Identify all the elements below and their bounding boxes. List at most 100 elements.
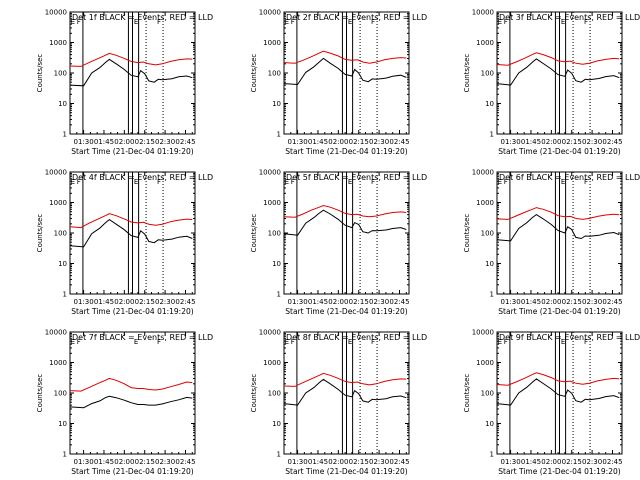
y-tick-label: 10 [58, 260, 67, 268]
x-tick-label: 02:45 [389, 458, 409, 466]
x-axis-label: Start Time (21-Dec-04 01:19:20) [71, 467, 193, 476]
lld-series-line [69, 213, 193, 229]
marker-label: F [77, 18, 81, 26]
marker-label: E [348, 18, 352, 26]
y-tick-label: 100 [268, 230, 281, 238]
x-tick-label: 02:15 [135, 458, 155, 466]
panel-title: Det 3f BLACK = Events, RED = LLD [499, 13, 640, 22]
marker-label: F [291, 18, 295, 26]
panel-title: Det 1f BLACK = Events, RED = LLD [72, 13, 213, 22]
y-tick-label: 1 [277, 451, 281, 459]
events-series-line [69, 58, 193, 87]
y-tick-label: 100 [54, 230, 67, 238]
events-series-line [283, 378, 407, 406]
y-tick-label: 1 [277, 131, 281, 139]
x-tick-label: 01:45 [521, 298, 541, 306]
y-tick-label: 1000 [476, 359, 494, 367]
y-axis-label: Counts/sec [36, 374, 44, 413]
lld-series-line [496, 52, 620, 66]
marker-label: F [371, 178, 375, 186]
marker-label: E [561, 18, 565, 26]
events-series-line [69, 395, 193, 409]
marker-label: E [285, 338, 289, 346]
y-tick-label: 100 [481, 390, 494, 398]
x-tick-label: 02:00 [541, 458, 561, 466]
x-axis-label: Start Time (21-Dec-04 01:19:20) [498, 307, 620, 316]
y-tick-label: 100 [268, 70, 281, 78]
panel-title: Det 2f BLACK = Events, RED = LLD [286, 13, 427, 22]
y-tick-label: 1000 [263, 39, 281, 47]
y-tick-label: 10 [272, 420, 281, 428]
x-tick-label: 02:45 [389, 298, 409, 306]
panel-det-7: Det 7f BLACK = Events, RED = LLD 1 10 100 10… [36, 329, 213, 477]
y-tick-label: 1000 [476, 199, 494, 207]
y-axis-label: Counts/sec [250, 374, 258, 413]
x-tick-label: 02:15 [349, 458, 369, 466]
marker-label: F [77, 338, 81, 346]
x-tick-label: 01:45 [521, 138, 541, 146]
y-tick-label: 1000 [49, 359, 67, 367]
marker-label: E [71, 18, 75, 26]
x-tick-label: 01:45 [94, 458, 114, 466]
y-tick-label: 10 [272, 260, 281, 268]
marker-label: E [348, 338, 352, 346]
y-tick-label: 100 [481, 230, 494, 238]
x-tick-label: 02:15 [562, 138, 582, 146]
y-tick-label: 10000 [259, 329, 281, 337]
marker-label: F [157, 338, 161, 346]
panel-title: Det 5f BLACK = Events, RED = LLD [286, 173, 427, 182]
x-tick-label: 01:30 [73, 458, 93, 466]
x-tick-label: 01:30 [287, 298, 307, 306]
x-tick-label: 02:30 [582, 138, 602, 146]
marker-label: F [584, 338, 588, 346]
y-axis-label: Counts/sec [250, 214, 258, 253]
x-tick-label: 02:00 [114, 458, 134, 466]
panel-det-2: Det 2f BLACK = Events, RED = LLD 1 10 100 10… [250, 9, 427, 157]
panel-title: Det 7f BLACK = Events, RED = LLD [72, 333, 213, 342]
x-tick-label: 01:30 [73, 298, 93, 306]
y-tick-label: 10000 [45, 329, 67, 337]
x-tick-label: 01:45 [308, 458, 328, 466]
marker-label: F [504, 18, 508, 26]
lld-series-line [496, 372, 620, 386]
marker-label: E [134, 178, 138, 186]
lld-series-line [496, 207, 620, 220]
x-tick-label: 01:30 [500, 458, 520, 466]
x-tick-label: 02:30 [155, 138, 175, 146]
y-tick-label: 1 [63, 291, 67, 299]
x-tick-label: 02:30 [369, 138, 389, 146]
x-tick-label: 02:00 [541, 138, 561, 146]
panel-det-4: Det 4f BLACK = Events, RED = LLD 1 10 100 10… [36, 169, 213, 317]
x-axis-label: Start Time (21-Dec-04 01:19:20) [285, 147, 407, 156]
panel-det-6: Det 6f BLACK = Events, RED = LLD 1 10 100 10… [463, 169, 640, 317]
marker-label: E [498, 178, 502, 186]
panel-det-1: Det 1f BLACK = Events, RED = LLD 1 10 100 10… [36, 9, 213, 157]
marker-label: E [71, 338, 75, 346]
x-tick-label: 02:15 [349, 298, 369, 306]
x-tick-label: 02:15 [135, 298, 155, 306]
y-tick-label: 10000 [259, 169, 281, 177]
y-tick-label: 10 [58, 420, 67, 428]
panel-title: Det 6f BLACK = Events, RED = LLD [499, 173, 640, 182]
lld-series-line [69, 377, 193, 392]
x-tick-label: 02:45 [602, 458, 622, 466]
x-tick-label: 02:45 [175, 138, 195, 146]
marker-label: E [285, 178, 289, 186]
x-tick-label: 02:30 [369, 458, 389, 466]
events-series-line [496, 58, 620, 86]
y-tick-label: 100 [268, 390, 281, 398]
x-tick-label: 02:00 [114, 298, 134, 306]
x-axis-label: Start Time (21-Dec-04 01:19:20) [71, 147, 193, 156]
x-tick-label: 01:45 [521, 458, 541, 466]
marker-label: F [371, 338, 375, 346]
marker-label: F [584, 178, 588, 186]
x-tick-label: 02:15 [562, 458, 582, 466]
x-tick-label: 02:15 [349, 138, 369, 146]
panel-title: Det 9f BLACK = Events, RED = LLD [499, 333, 640, 342]
x-tick-label: 02:45 [602, 138, 622, 146]
y-tick-label: 10 [485, 100, 494, 108]
y-tick-label: 1 [490, 291, 494, 299]
x-tick-label: 01:30 [73, 138, 93, 146]
marker-label: F [77, 178, 81, 186]
y-tick-label: 10000 [45, 9, 67, 17]
